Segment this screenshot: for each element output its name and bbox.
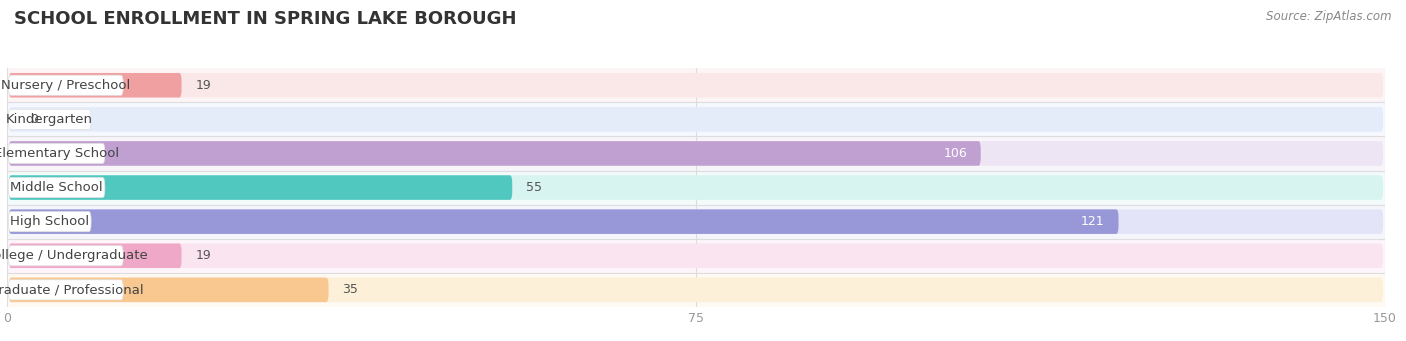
FancyBboxPatch shape (8, 107, 1384, 132)
Bar (7, 239, 1385, 273)
FancyBboxPatch shape (8, 141, 981, 166)
Text: Source: ZipAtlas.com: Source: ZipAtlas.com (1267, 10, 1392, 23)
FancyBboxPatch shape (8, 175, 1384, 200)
Text: 121: 121 (1081, 215, 1105, 228)
FancyBboxPatch shape (8, 243, 1384, 268)
Bar (7, 170, 1385, 205)
Text: Middle School: Middle School (10, 181, 103, 194)
FancyBboxPatch shape (8, 278, 1384, 302)
FancyBboxPatch shape (8, 109, 91, 130)
FancyBboxPatch shape (8, 243, 181, 268)
Text: SCHOOL ENROLLMENT IN SPRING LAKE BOROUGH: SCHOOL ENROLLMENT IN SPRING LAKE BOROUGH (14, 10, 516, 28)
FancyBboxPatch shape (8, 209, 1384, 234)
Text: College / Undergraduate: College / Undergraduate (0, 249, 148, 262)
Text: 19: 19 (195, 249, 211, 262)
Bar (7, 102, 1385, 136)
FancyBboxPatch shape (8, 141, 1384, 166)
Text: Elementary School: Elementary School (0, 147, 120, 160)
FancyBboxPatch shape (8, 211, 91, 232)
FancyBboxPatch shape (8, 280, 124, 300)
FancyBboxPatch shape (8, 175, 512, 200)
FancyBboxPatch shape (8, 75, 124, 95)
Text: 106: 106 (943, 147, 967, 160)
FancyBboxPatch shape (8, 73, 1384, 98)
Bar (7, 136, 1385, 170)
FancyBboxPatch shape (8, 278, 329, 302)
Bar (7, 273, 1385, 307)
Text: Graduate / Professional: Graduate / Professional (0, 283, 143, 296)
FancyBboxPatch shape (8, 177, 105, 198)
FancyBboxPatch shape (8, 246, 124, 266)
FancyBboxPatch shape (8, 209, 1119, 234)
FancyBboxPatch shape (8, 143, 105, 164)
Bar (7, 68, 1385, 102)
Text: 55: 55 (526, 181, 543, 194)
Text: 19: 19 (195, 79, 211, 92)
FancyBboxPatch shape (8, 73, 181, 98)
Text: Nursery / Preschool: Nursery / Preschool (1, 79, 131, 92)
Text: Kindergarten: Kindergarten (6, 113, 93, 126)
Bar (7, 205, 1385, 239)
Text: 35: 35 (342, 283, 359, 296)
Text: 0: 0 (30, 113, 38, 126)
Text: High School: High School (10, 215, 90, 228)
